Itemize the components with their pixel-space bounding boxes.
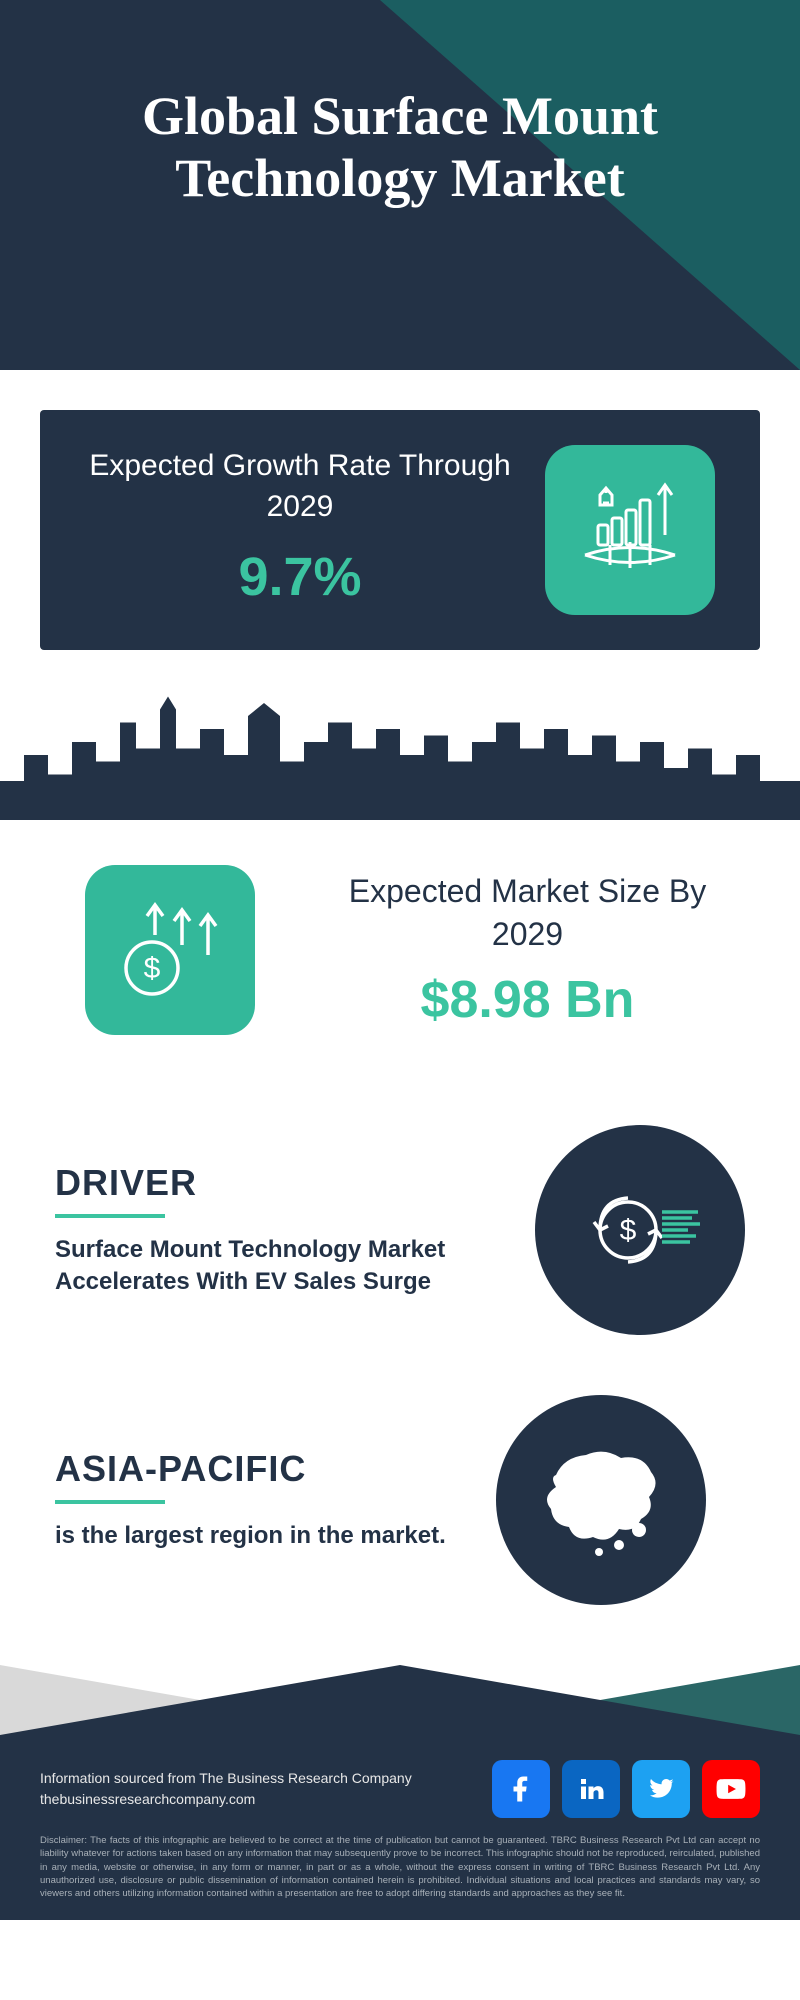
growth-rate-value: 9.7% — [85, 541, 515, 614]
linkedin-icon[interactable] — [562, 1760, 620, 1818]
growth-rate-card: Expected Growth Rate Through 2029 9.7% — [40, 410, 760, 650]
region-heading: ASIA-PACIFIC — [55, 1448, 446, 1490]
region-underline — [55, 1500, 165, 1504]
dollar-arrows-up-icon: $ — [85, 865, 255, 1035]
region-row: ASIA-PACIFIC is the largest region in th… — [0, 1365, 800, 1635]
driver-text-block: DRIVER Surface Mount Technology Market A… — [55, 1162, 485, 1299]
asia-map-icon — [496, 1395, 706, 1605]
header: Global Surface Mount Technology Market — [0, 0, 800, 410]
footer-source-line1: Information sourced from The Business Re… — [40, 1768, 412, 1789]
region-text: is the largest region in the market. — [55, 1520, 446, 1552]
money-transfer-icon: $ — [535, 1125, 745, 1335]
social-icons — [492, 1760, 760, 1818]
svg-text:$: $ — [620, 1214, 637, 1247]
market-size-card: $ Expected Market Size By 2029 $8.98 Bn — [0, 820, 800, 1095]
growth-rate-label: Expected Growth Rate Through 2029 — [85, 446, 515, 527]
driver-heading: DRIVER — [55, 1162, 485, 1204]
driver-row: DRIVER Surface Mount Technology Market A… — [0, 1095, 800, 1365]
footer: Information sourced from The Business Re… — [0, 1665, 800, 1920]
market-size-label: Expected Market Size By 2029 — [310, 870, 745, 956]
region-text-block: ASIA-PACIFIC is the largest region in th… — [55, 1448, 446, 1552]
footer-source-line2: thebusinessresearchcompany.com — [40, 1789, 412, 1810]
svg-text:$: $ — [144, 952, 161, 985]
twitter-icon[interactable] — [632, 1760, 690, 1818]
footer-source: Information sourced from The Business Re… — [40, 1768, 412, 1810]
growth-rate-text: Expected Growth Rate Through 2029 9.7% — [85, 446, 515, 614]
driver-underline — [55, 1214, 165, 1218]
market-size-text: Expected Market Size By 2029 $8.98 Bn — [310, 870, 745, 1030]
driver-text: Surface Mount Technology Market Accelera… — [55, 1234, 485, 1299]
infographic-root: Global Surface Mount Technology Market E… — [0, 0, 800, 1920]
youtube-icon[interactable] — [702, 1760, 760, 1818]
market-size-value: $8.98 Bn — [310, 970, 745, 1030]
skyline-divider — [0, 690, 800, 820]
disclaimer-text: Disclaimer: The facts of this infographi… — [40, 1834, 760, 1900]
facebook-icon[interactable] — [492, 1760, 550, 1818]
growth-chart-globe-icon — [545, 445, 715, 615]
page-title: Global Surface Mount Technology Market — [0, 85, 800, 209]
